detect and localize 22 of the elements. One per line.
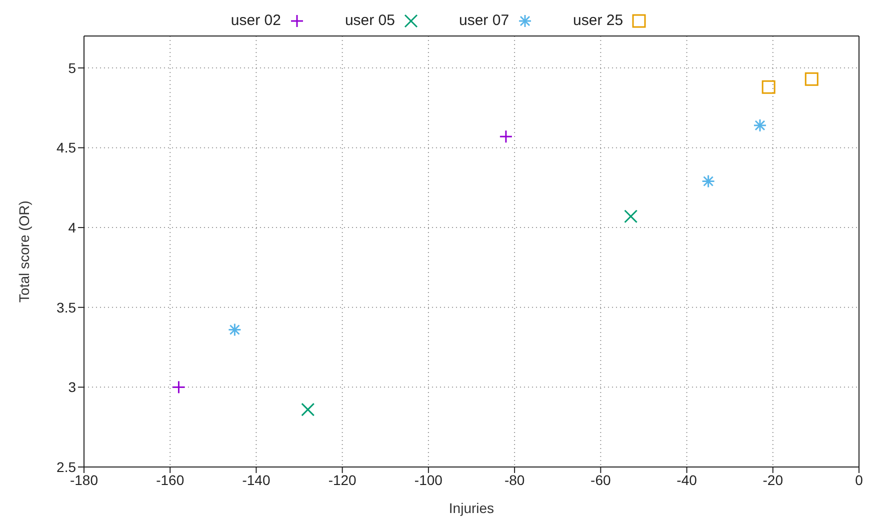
x-tick-label: -80 (504, 472, 525, 488)
x-tick-label: -20 (762, 472, 784, 488)
legend-label: user 02 (230, 12, 281, 29)
legend-label: user 07 (459, 12, 510, 29)
legend-label: user 25 (573, 12, 624, 29)
x-tick-label: -160 (156, 472, 184, 488)
y-tick-label: 5 (68, 60, 76, 76)
x-axis-title: Injuries (448, 500, 494, 516)
point (762, 80, 776, 94)
x-tick-label: -140 (242, 472, 270, 488)
x-tick-label: 0 (855, 472, 864, 488)
x-tick-label: -60 (590, 472, 611, 488)
x-tick-label: -120 (328, 472, 357, 488)
y-tick-label: 3 (68, 379, 76, 396)
x-tick-label: -100 (414, 472, 443, 488)
point (804, 72, 818, 86)
x-tick-label: -40 (676, 472, 698, 488)
legend-label: user 05 (344, 12, 395, 29)
y-axis-title: Total score (OR) (16, 200, 32, 302)
y-tick-label: 4 (68, 220, 76, 236)
y-tick-label: 3.5 (56, 299, 76, 316)
y-tick-label: 4.5 (56, 140, 76, 156)
